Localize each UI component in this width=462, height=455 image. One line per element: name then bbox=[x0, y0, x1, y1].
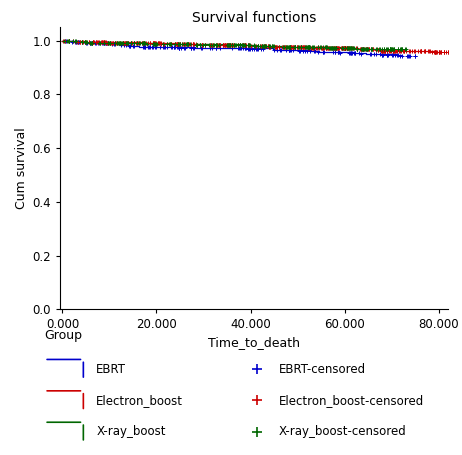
Text: X-ray_boost-censored: X-ray_boost-censored bbox=[279, 425, 407, 438]
Text: Electron_boost-censored: Electron_boost-censored bbox=[279, 394, 424, 407]
Text: Group: Group bbox=[44, 329, 82, 343]
X-axis label: Time_to_death: Time_to_death bbox=[208, 336, 300, 349]
Text: EBRT: EBRT bbox=[97, 363, 127, 375]
Title: Survival functions: Survival functions bbox=[192, 11, 316, 25]
Text: Electron_boost: Electron_boost bbox=[97, 394, 183, 407]
Text: EBRT-censored: EBRT-censored bbox=[279, 363, 366, 375]
Text: X-ray_boost: X-ray_boost bbox=[97, 425, 166, 438]
Y-axis label: Cum survival: Cum survival bbox=[15, 127, 28, 209]
